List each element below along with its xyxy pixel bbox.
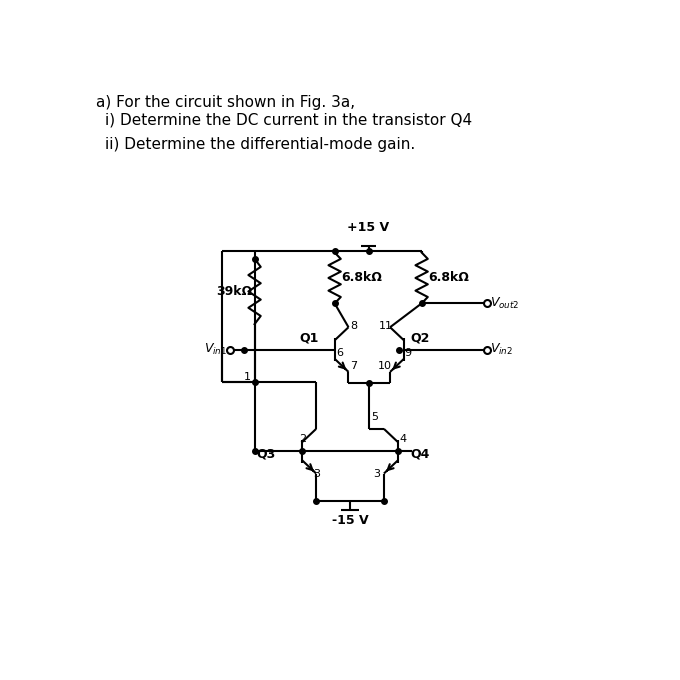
Text: 39kΩ: 39kΩ <box>216 284 252 298</box>
Text: 6.8kΩ: 6.8kΩ <box>428 271 469 284</box>
Text: Q1: Q1 <box>299 332 319 345</box>
Text: 3: 3 <box>313 469 320 479</box>
Text: 1: 1 <box>243 371 251 381</box>
Text: 11: 11 <box>379 321 393 330</box>
Text: $V_{in2}$: $V_{in2}$ <box>490 342 513 357</box>
Text: 8: 8 <box>350 321 357 330</box>
Text: Q2: Q2 <box>410 332 430 345</box>
Text: 2: 2 <box>299 434 307 444</box>
Text: a) For the circuit shown in Fig. 3a,: a) For the circuit shown in Fig. 3a, <box>96 95 355 110</box>
Text: 5: 5 <box>371 412 378 422</box>
Text: 7: 7 <box>350 361 357 371</box>
Text: +15 V: +15 V <box>347 221 390 234</box>
Text: -15 V: -15 V <box>332 513 369 526</box>
Text: 6: 6 <box>336 347 343 358</box>
Text: 10: 10 <box>378 361 392 371</box>
Text: 4: 4 <box>399 434 407 444</box>
Text: 6.8kΩ: 6.8kΩ <box>341 271 381 284</box>
Text: Q4: Q4 <box>410 447 430 460</box>
Text: $V_{out2}$: $V_{out2}$ <box>490 296 520 311</box>
Text: 9: 9 <box>404 347 411 358</box>
Text: $V_{in1}$: $V_{in1}$ <box>203 342 227 357</box>
Text: i) Determine the DC current in the transistor Q4: i) Determine the DC current in the trans… <box>105 112 473 127</box>
Text: 3: 3 <box>373 469 380 479</box>
Text: ii) Determine the differential-mode gain.: ii) Determine the differential-mode gain… <box>105 137 415 152</box>
Text: Q3: Q3 <box>256 447 275 460</box>
